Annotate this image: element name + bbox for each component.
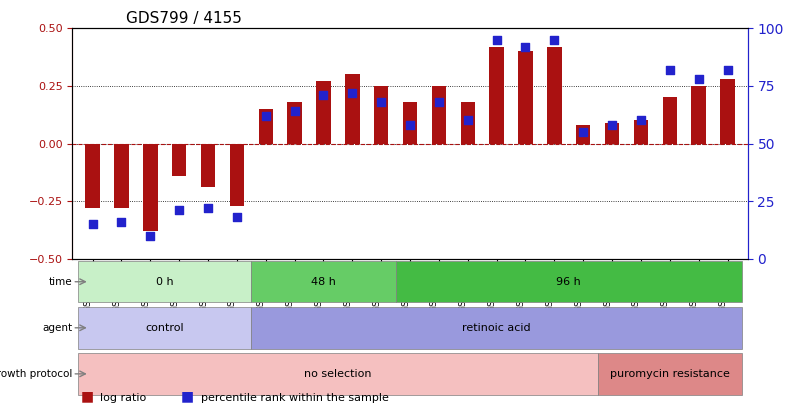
- Text: no selection: no selection: [304, 369, 371, 379]
- FancyBboxPatch shape: [597, 353, 741, 394]
- Bar: [662, 98, 676, 143]
- Point: [720, 66, 733, 73]
- FancyBboxPatch shape: [78, 353, 597, 394]
- Bar: [575, 125, 589, 143]
- Bar: [633, 120, 647, 143]
- Point: [202, 205, 214, 211]
- Point: [634, 117, 646, 124]
- FancyBboxPatch shape: [251, 307, 741, 349]
- Point: [576, 129, 589, 135]
- Bar: [85, 143, 100, 208]
- Bar: [489, 47, 503, 143]
- Text: 96 h: 96 h: [556, 277, 581, 287]
- Point: [115, 219, 128, 225]
- Bar: [460, 102, 475, 143]
- Point: [605, 122, 618, 128]
- Text: retinoic acid: retinoic acid: [462, 323, 530, 333]
- Bar: [114, 143, 128, 208]
- Point: [662, 66, 675, 73]
- Bar: [547, 47, 560, 143]
- FancyBboxPatch shape: [251, 261, 395, 303]
- Point: [374, 99, 387, 105]
- Point: [432, 99, 445, 105]
- Text: log ratio: log ratio: [100, 393, 147, 403]
- Bar: [518, 51, 532, 143]
- Bar: [143, 143, 157, 231]
- Point: [316, 92, 329, 98]
- Point: [490, 36, 503, 43]
- Bar: [402, 102, 417, 143]
- Point: [461, 117, 474, 124]
- Text: puromycin resistance: puromycin resistance: [609, 369, 729, 379]
- Text: GDS799 / 4155: GDS799 / 4155: [126, 11, 242, 26]
- Bar: [259, 109, 272, 143]
- Bar: [719, 79, 734, 143]
- Text: ■: ■: [80, 389, 93, 403]
- Text: ■: ■: [181, 389, 194, 403]
- Text: 0 h: 0 h: [156, 277, 173, 287]
- FancyBboxPatch shape: [78, 307, 251, 349]
- Bar: [316, 81, 330, 143]
- Text: growth protocol: growth protocol: [0, 369, 72, 379]
- Point: [86, 221, 99, 227]
- Point: [144, 232, 157, 239]
- Point: [547, 36, 560, 43]
- Bar: [172, 143, 186, 176]
- Point: [173, 207, 185, 213]
- Text: agent: agent: [43, 323, 72, 333]
- Bar: [230, 143, 244, 206]
- Bar: [344, 75, 359, 143]
- Bar: [287, 102, 301, 143]
- FancyBboxPatch shape: [395, 261, 741, 303]
- Bar: [431, 86, 446, 143]
- Text: time: time: [49, 277, 72, 287]
- Point: [287, 108, 300, 115]
- Point: [345, 90, 358, 96]
- Bar: [691, 86, 705, 143]
- Point: [230, 214, 243, 220]
- Text: percentile rank within the sample: percentile rank within the sample: [201, 393, 389, 403]
- Bar: [201, 143, 215, 187]
- Point: [691, 76, 704, 82]
- Text: control: control: [145, 323, 184, 333]
- Point: [403, 122, 416, 128]
- Point: [259, 113, 272, 119]
- Bar: [604, 123, 618, 143]
- Text: 48 h: 48 h: [311, 277, 336, 287]
- FancyBboxPatch shape: [78, 261, 251, 303]
- Bar: [373, 86, 388, 143]
- Point: [519, 43, 532, 50]
